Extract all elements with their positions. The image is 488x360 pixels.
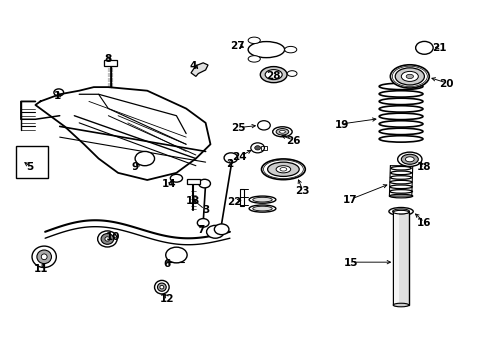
Text: 18: 18 <box>416 162 431 172</box>
Ellipse shape <box>397 152 421 166</box>
Ellipse shape <box>154 280 169 294</box>
Text: 16: 16 <box>416 218 431 228</box>
Ellipse shape <box>267 162 299 176</box>
Text: 26: 26 <box>285 136 300 146</box>
Ellipse shape <box>401 71 417 81</box>
Ellipse shape <box>252 197 272 202</box>
Circle shape <box>197 219 208 227</box>
Ellipse shape <box>406 74 413 78</box>
Ellipse shape <box>401 154 417 164</box>
Ellipse shape <box>101 234 114 244</box>
Ellipse shape <box>247 56 260 62</box>
Bar <box>16 146 47 178</box>
Ellipse shape <box>272 127 291 137</box>
Ellipse shape <box>105 237 110 241</box>
Text: 14: 14 <box>162 179 176 189</box>
Ellipse shape <box>247 41 284 58</box>
Text: 15: 15 <box>344 258 358 268</box>
Ellipse shape <box>247 37 260 44</box>
Ellipse shape <box>264 69 282 80</box>
Text: 22: 22 <box>227 197 242 207</box>
Text: 3: 3 <box>202 205 209 215</box>
Circle shape <box>199 179 210 188</box>
Text: 2: 2 <box>226 159 233 169</box>
Text: 27: 27 <box>229 41 244 51</box>
Circle shape <box>250 143 264 153</box>
Ellipse shape <box>276 129 288 135</box>
Text: 8: 8 <box>104 54 112 64</box>
Text: 10: 10 <box>106 232 120 242</box>
Ellipse shape <box>157 283 166 291</box>
Ellipse shape <box>405 157 413 162</box>
Ellipse shape <box>32 246 56 267</box>
Ellipse shape <box>260 67 286 83</box>
Circle shape <box>206 225 224 238</box>
Bar <box>393 213 398 304</box>
Text: 11: 11 <box>34 264 48 274</box>
Ellipse shape <box>37 250 51 264</box>
Bar <box>261 146 266 150</box>
Text: 1: 1 <box>54 91 61 101</box>
Ellipse shape <box>388 207 412 215</box>
Circle shape <box>415 41 432 54</box>
Ellipse shape <box>394 68 424 85</box>
Ellipse shape <box>287 71 296 76</box>
Text: 13: 13 <box>186 197 200 206</box>
Text: 12: 12 <box>159 294 174 303</box>
Bar <box>392 212 408 305</box>
Text: 25: 25 <box>231 123 245 133</box>
Circle shape <box>214 224 228 235</box>
Ellipse shape <box>392 210 408 214</box>
Ellipse shape <box>392 209 409 214</box>
Text: 7: 7 <box>197 225 204 235</box>
Ellipse shape <box>389 65 428 88</box>
Ellipse shape <box>160 285 163 289</box>
Bar <box>187 179 200 184</box>
Circle shape <box>254 146 260 150</box>
Ellipse shape <box>248 196 275 203</box>
Text: 19: 19 <box>334 120 348 130</box>
Text: 4: 4 <box>189 61 197 71</box>
Text: 28: 28 <box>266 71 280 81</box>
Bar <box>239 189 244 206</box>
Ellipse shape <box>252 206 272 211</box>
Polygon shape <box>191 63 207 76</box>
Text: 9: 9 <box>131 162 139 172</box>
Text: 5: 5 <box>26 162 33 172</box>
Text: 17: 17 <box>343 195 357 204</box>
Bar <box>104 60 117 66</box>
Ellipse shape <box>392 303 408 307</box>
Text: 24: 24 <box>232 152 246 162</box>
Circle shape <box>257 121 270 130</box>
Circle shape <box>135 152 154 166</box>
Circle shape <box>165 247 187 263</box>
Ellipse shape <box>261 159 305 180</box>
Ellipse shape <box>279 130 285 133</box>
Ellipse shape <box>98 231 117 247</box>
Text: 21: 21 <box>431 43 446 53</box>
Ellipse shape <box>248 205 275 212</box>
Ellipse shape <box>276 166 290 173</box>
Text: 20: 20 <box>438 78 452 89</box>
Ellipse shape <box>170 174 182 182</box>
Text: 23: 23 <box>295 186 309 197</box>
Ellipse shape <box>41 254 47 260</box>
Ellipse shape <box>284 46 296 53</box>
Circle shape <box>224 153 237 163</box>
Text: 6: 6 <box>163 259 170 269</box>
